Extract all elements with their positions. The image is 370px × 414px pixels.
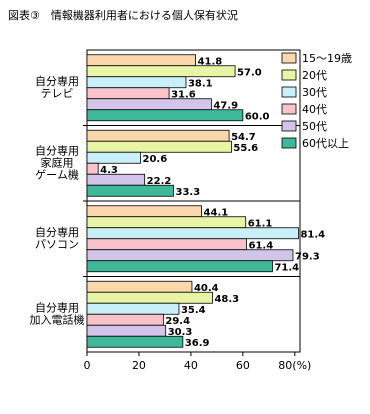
legend-swatch: [281, 103, 297, 115]
bar: [86, 216, 247, 229]
legend-swatch: [281, 120, 297, 132]
value-label: 79.3: [295, 251, 320, 262]
value-label: 54.7: [231, 132, 256, 143]
y-tick-label: 自分専用: [35, 226, 79, 239]
bar: [86, 87, 170, 100]
bar: [86, 129, 230, 142]
value-label: 41.8: [198, 56, 223, 67]
x-tick-label: 60: [236, 359, 250, 372]
value-label: 35.4: [181, 305, 206, 316]
bar: [86, 335, 184, 348]
legend-label: 50代: [302, 120, 327, 133]
legend-label: 20代: [302, 69, 327, 82]
bar: [86, 76, 187, 89]
x-tick-label: 80(%): [278, 359, 311, 372]
bar: [86, 54, 196, 67]
value-label: 48.3: [214, 294, 239, 305]
bar: [86, 205, 202, 218]
chart-title: 図表③ 情報機器利用者における個人保有状況: [8, 8, 238, 22]
legend-swatch: [281, 86, 297, 98]
y-tick-label: 加入電話機: [30, 312, 85, 326]
bar: [86, 184, 174, 197]
legend-swatch: [281, 52, 297, 64]
value-label: 57.0: [237, 67, 262, 78]
bar: [86, 227, 299, 240]
value-label: 29.4: [165, 316, 190, 327]
bar: [86, 65, 236, 78]
value-label: 61.1: [248, 218, 273, 229]
bar: [86, 280, 193, 293]
value-label: 38.1: [188, 78, 213, 89]
y-tick-label: 自分専用: [35, 75, 79, 88]
value-label: 4.3: [100, 165, 118, 176]
bar: [86, 249, 294, 262]
legend-swatch: [281, 137, 297, 149]
bar: [86, 291, 213, 304]
bar: [86, 238, 247, 251]
y-tick-label: パソコン: [35, 238, 79, 251]
bar: [86, 162, 99, 175]
value-label: 20.6: [143, 154, 168, 165]
bar: [86, 151, 141, 164]
bar: [86, 324, 167, 337]
value-label: 36.9: [185, 338, 210, 349]
legend-label: 40代: [302, 103, 327, 116]
legend-label: 15〜19歳: [302, 52, 352, 65]
value-label: 60.0: [245, 111, 270, 122]
y-tick-label: 家庭用: [41, 155, 74, 169]
bar: [86, 302, 180, 315]
legend-label: 30代: [302, 86, 327, 99]
y-tick-label: 自分専用: [35, 301, 79, 314]
value-label: 40.4: [194, 283, 219, 294]
bar: [86, 313, 164, 326]
y-tick-label: ゲーム機: [35, 167, 79, 181]
value-label: 55.6: [233, 143, 258, 154]
x-tick-label: 40: [184, 359, 198, 372]
bar: [86, 98, 212, 111]
bar: [86, 140, 232, 153]
y-tick-label: 自分専用: [35, 144, 79, 157]
legend-label: 60代以上: [302, 137, 349, 150]
legend-swatch: [281, 69, 297, 81]
value-label: 31.6: [171, 89, 196, 100]
value-label: 47.9: [213, 100, 238, 111]
value-label: 30.3: [168, 327, 193, 338]
x-tick-label: 20: [132, 359, 146, 372]
bar: [86, 260, 273, 273]
y-tick-label: テレビ: [41, 87, 74, 100]
value-label: 22.2: [147, 176, 172, 187]
value-label: 71.4: [274, 262, 299, 273]
x-tick-label: 0: [84, 359, 91, 372]
value-label: 61.4: [248, 240, 273, 251]
bar: [86, 173, 146, 186]
bar: [86, 109, 244, 122]
value-label: 44.1: [204, 207, 229, 218]
value-label: 33.3: [175, 187, 200, 198]
value-label: 81.4: [300, 229, 325, 240]
